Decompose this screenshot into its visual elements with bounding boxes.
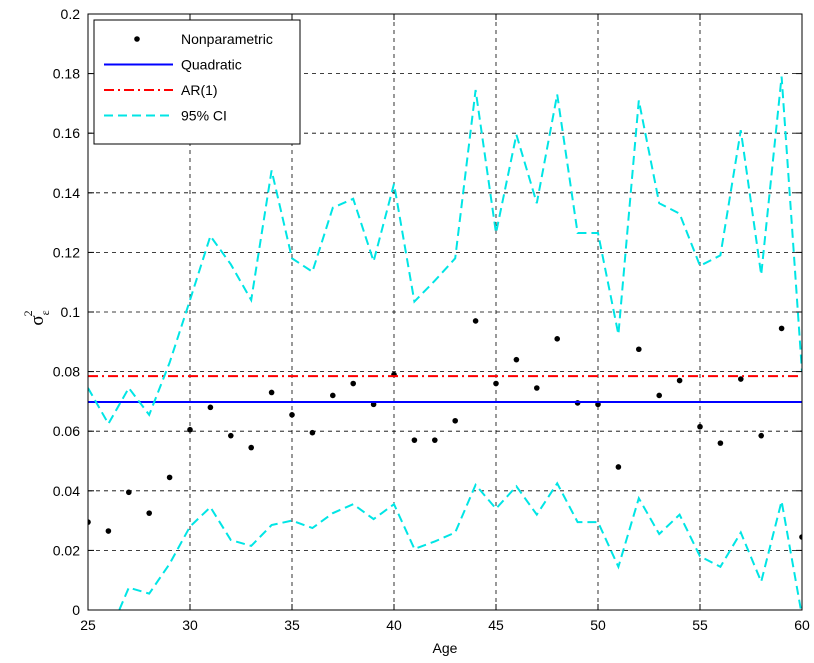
y-axis-label-superscript: 2 (21, 310, 35, 316)
y-tick-label: 0.16 (53, 125, 80, 141)
data-point (534, 385, 540, 391)
legend-entry: Nonparametric (134, 31, 273, 47)
x-tick-label: 55 (692, 617, 708, 633)
x-tick-label: 60 (794, 617, 810, 633)
series-line (88, 76, 802, 426)
data-point (758, 432, 764, 439)
data-point (207, 404, 214, 411)
x-tick-label: 50 (590, 617, 606, 633)
y-tick-label: 0.2 (61, 6, 81, 22)
legend-entry: 95% CI (104, 108, 227, 124)
data-point (88, 519, 91, 525)
legend-label: Quadratic (181, 57, 242, 73)
data-point (656, 392, 662, 399)
x-tick-label: 35 (284, 617, 300, 633)
series-95-ci (88, 76, 802, 426)
x-axis-label: Age (433, 640, 458, 656)
data-point (268, 389, 275, 396)
data-point (432, 437, 438, 443)
x-tick-label: 25 (80, 617, 96, 633)
data-point (411, 437, 418, 443)
data-point (472, 318, 479, 324)
y-tick-label: 0 (72, 602, 80, 618)
x-tick-labels: 25 30 35 40 45 50 55 60 (80, 617, 810, 633)
legend-label: 95% CI (181, 108, 227, 124)
data-point (738, 376, 744, 382)
y-axis-label-subscript: ε (38, 310, 52, 315)
data-point (799, 534, 802, 540)
data-point (187, 426, 193, 433)
data-point (146, 510, 152, 516)
data-point (248, 444, 254, 451)
data-point (126, 489, 132, 496)
series-95-ci-lower (118, 481, 802, 610)
data-point (350, 380, 357, 387)
y-tick-label: 0.02 (53, 542, 80, 558)
data-point (676, 377, 683, 384)
y-tick-label: 0.04 (53, 483, 80, 499)
x-tick-label: 45 (488, 617, 504, 633)
legend: Nonparametric Quadratic AR(1) 95% CI (93, 19, 301, 145)
y-tick-label: 0.08 (53, 364, 80, 380)
data-point (166, 474, 173, 481)
data-point (778, 325, 785, 332)
series-line (118, 481, 802, 610)
data-point (289, 412, 295, 418)
data-point (513, 356, 520, 363)
y-tick-label: 0.12 (53, 244, 80, 260)
y-axis-label: σε2 (21, 310, 52, 325)
legend-label: Nonparametric (181, 31, 273, 47)
data-point (309, 429, 316, 436)
data-point (554, 336, 560, 342)
data-point (636, 346, 642, 353)
data-point (615, 464, 622, 470)
y-tick-label: 0.18 (53, 66, 80, 82)
data-point (452, 417, 459, 424)
legend-marker (134, 36, 140, 42)
x-tick-label: 40 (386, 617, 402, 633)
data-point (717, 440, 724, 446)
grid (88, 14, 802, 610)
legend-box (93, 19, 301, 145)
y-tick-label: 0.1 (61, 304, 81, 320)
data-point (697, 423, 703, 430)
legend-entry: Quadratic (104, 57, 242, 73)
series-layer (88, 76, 802, 610)
y-axis-label-base: σ (27, 315, 48, 325)
data-point (105, 528, 112, 534)
y-tick-label: 0.06 (53, 423, 80, 439)
y-tick-label: 0.14 (53, 185, 80, 201)
data-point (493, 380, 499, 387)
ticks (87, 13, 803, 611)
y-tick-labels: 0 0.02 0.04 0.06 0.08 0.1 0.12 0.14 0.16 0.18 0.2 (53, 6, 80, 618)
legend-label: AR(1) (181, 82, 218, 98)
legend-entry: AR(1) (104, 82, 218, 98)
x-tick-label: 30 (182, 617, 198, 633)
data-point (330, 392, 336, 399)
data-point (228, 432, 234, 439)
